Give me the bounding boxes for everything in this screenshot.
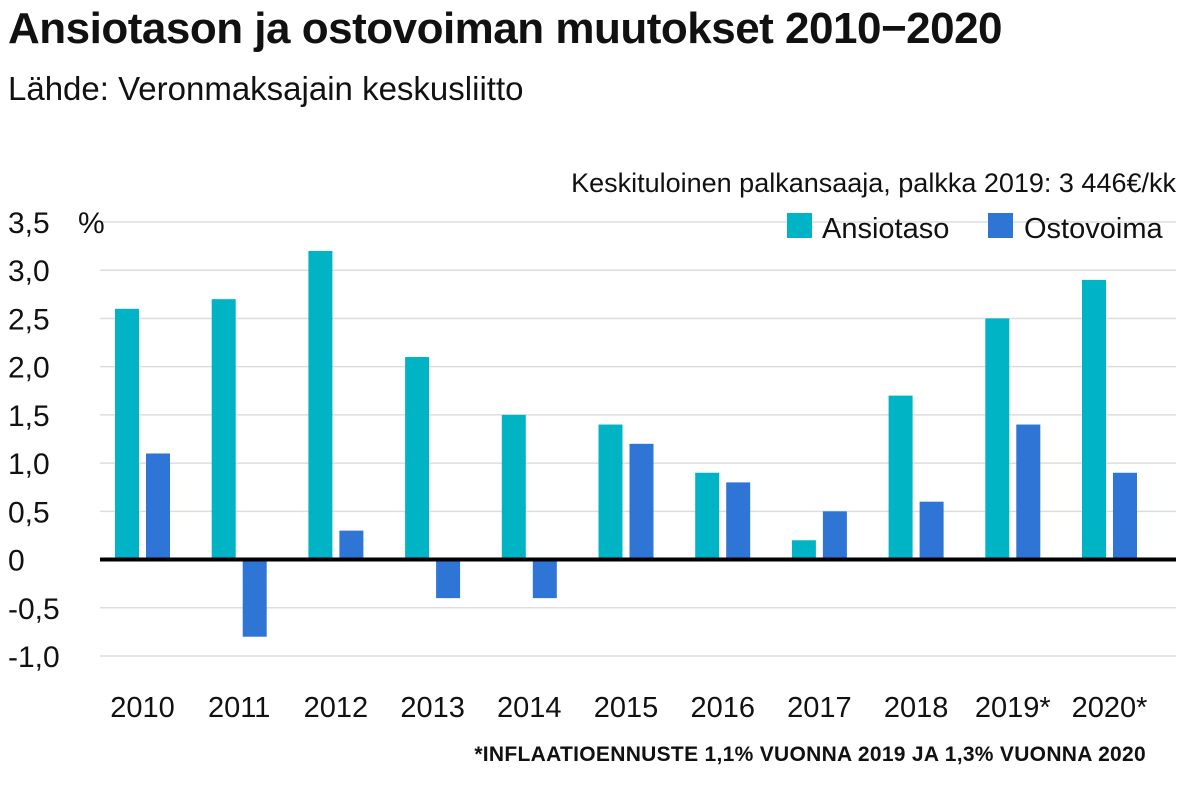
x-tick-label: 2013 [400, 692, 465, 724]
bar-ansiotaso-2020 [1082, 279, 1106, 560]
x-tick-label: 2015 [594, 692, 659, 724]
y-tick-label: 3,0 [8, 255, 50, 288]
y-tick-label: -1,0 [8, 641, 60, 674]
bar-ansiotaso-2010 [115, 308, 139, 560]
footnote: *INFLAATIOENNUSTE 1,1% VUONNA 2019 JA 1,… [474, 743, 1146, 766]
x-tick-label: 2011 [208, 692, 270, 724]
chart-subtitle: Lähde: Veronmaksajain keskusliitto [8, 70, 524, 107]
bar-ansiotaso-2014 [501, 414, 526, 560]
bar-ansiotaso-2015 [598, 424, 623, 560]
bar-ostovoima-2012 [339, 530, 364, 560]
legend-swatch-ostovoima [988, 213, 1013, 238]
x-tick-label: 2017 [787, 692, 852, 724]
chart-note: Keskituloinen palkansaaja, palkka 2019: … [571, 168, 1176, 198]
bar-ansiotaso-2017 [791, 540, 816, 560]
y-tick-label: 3,5 [8, 207, 50, 240]
bar-ansiotaso-2012 [308, 250, 333, 560]
x-axis-ticks: 2010 2011 2012 2013 2014 2015 2016 2017 2018 2019… [110, 692, 1147, 724]
y-tick-label: 2,0 [8, 352, 50, 385]
bar-ostovoima-2016 [726, 482, 751, 560]
bar-ansiotaso-2018 [888, 395, 913, 560]
x-tick-label: 2012 [304, 692, 369, 724]
legend-label-ansiotaso: Ansiotaso [822, 213, 949, 245]
y-unit-label: % [78, 207, 105, 240]
y-tick-label: 2,5 [8, 303, 50, 336]
x-tick-label: 2016 [690, 692, 755, 724]
bars [115, 250, 1137, 637]
bar-ansiotaso-2011 [211, 299, 236, 560]
bar-ostovoima-2017 [822, 511, 847, 560]
x-tick-label: 2020* [1072, 692, 1148, 724]
x-tick-label: 2019* [975, 692, 1051, 724]
bar-ostovoima-2014 [532, 559, 557, 599]
bar-ostovoima-2018 [919, 501, 944, 560]
y-tick-label: 0,5 [8, 496, 50, 529]
legend: Ansiotaso Ostovoima [787, 213, 1163, 245]
legend-swatch-ansiotaso [787, 213, 812, 238]
bar-ansiotaso-2013 [405, 357, 430, 560]
bar-ostovoima-2010 [146, 453, 170, 560]
bar-ostovoima-2011 [242, 559, 267, 637]
x-tick-label: 2018 [884, 692, 949, 724]
legend-label-ostovoima: Ostovoima [1024, 213, 1163, 245]
chart-title: Ansiotason ja ostovoiman muutokset 2010−… [8, 4, 1003, 53]
x-tick-label: 2014 [497, 692, 562, 724]
bar-ansiotaso-2016 [695, 472, 720, 560]
bar-ostovoima-2013 [436, 559, 461, 599]
x-tick-label: 2010 [110, 692, 175, 724]
y-axis-ticks: 3,5 % 3,0 2,5 2,0 1,5 1,0 0,5 0 -0,5 -1,0 [8, 207, 105, 674]
bar-ostovoima-2020 [1113, 472, 1137, 560]
y-tick-label: 0 [8, 545, 25, 578]
bar-ostovoima-2019 [1016, 424, 1041, 560]
y-tick-label: 1,0 [8, 448, 50, 481]
y-tick-label: 1,5 [8, 400, 50, 433]
bar-ansiotaso-2019 [985, 318, 1010, 560]
y-tick-label: -0,5 [8, 593, 60, 626]
bar-ostovoima-2015 [629, 443, 654, 560]
